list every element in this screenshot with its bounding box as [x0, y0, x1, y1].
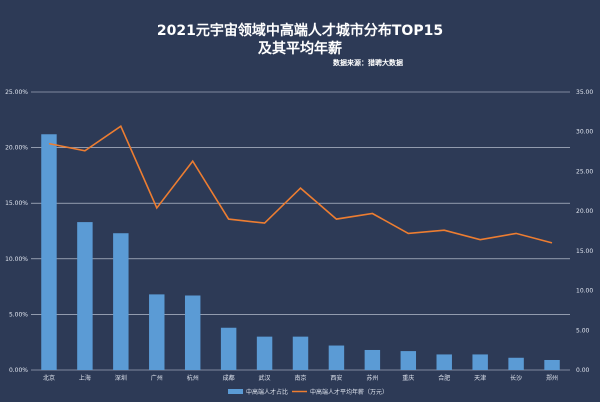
bar	[472, 354, 488, 370]
bar	[364, 349, 381, 370]
category-label: 南京	[294, 374, 306, 382]
bar	[508, 357, 524, 370]
y-left-tick-label: 5.00%	[9, 311, 28, 318]
bar	[77, 222, 93, 370]
grid-layer	[31, 91, 570, 371]
category-label: 杭州	[187, 374, 199, 382]
y-left-tick-label: 20.00%	[5, 145, 28, 152]
category-label: 苏州	[366, 374, 378, 382]
chart-subtitle: 及其平均年薪	[258, 40, 342, 57]
category-label: 天津	[474, 375, 486, 382]
y-right-tick-label: 10.00	[576, 288, 593, 295]
y-right-tick-label: 25.00	[576, 168, 593, 175]
y-right-tick-label: 35.00	[576, 89, 593, 96]
category-label: 西安	[330, 374, 342, 382]
bar	[113, 233, 129, 370]
y-left-tick-label: 0.00%	[9, 367, 28, 374]
bar	[149, 294, 165, 370]
y-left-tick-label: 15.00%	[5, 200, 28, 207]
legend-line-label: 中高端人才平均年薪（万元）	[310, 388, 388, 396]
category-label: 广州	[151, 374, 163, 382]
bar	[436, 354, 452, 370]
line-layer	[48, 124, 553, 244]
bar	[400, 351, 417, 370]
category-label: 成都	[223, 374, 235, 382]
bars-layer	[41, 134, 560, 370]
category-label: 上海	[79, 374, 91, 382]
bar	[256, 336, 273, 370]
y-right-tick-label: 5.00	[576, 327, 590, 334]
y-right-tick-label: 15.00	[576, 248, 593, 255]
legend-bar-label: 中高端人才占比	[246, 388, 288, 396]
legend-bar-swatch	[228, 389, 243, 394]
bar	[544, 359, 560, 370]
ticks-layer: 0.00% 5.00% 10.00% 15.00% 20.00% 25.00% 0.00 5.…	[5, 89, 593, 374]
bar	[184, 295, 201, 370]
y-left-tick-label: 25.00%	[5, 89, 28, 96]
category-label: 重庆	[402, 374, 414, 382]
category-label: 郑州	[546, 374, 558, 382]
chart-source: 数据来源：猎聘大数据	[333, 58, 403, 67]
chart-title: 2021元宇宙领域中高端人才城市分布TOP15	[157, 22, 443, 39]
y-right-tick-label: 30.00	[576, 129, 593, 136]
category-label: 合肥	[438, 374, 450, 382]
y-right-tick-label: 20.00	[576, 208, 593, 215]
category-label: 武汉	[259, 374, 271, 382]
salary-line	[48, 124, 553, 244]
bar	[328, 345, 345, 370]
bar	[220, 327, 237, 370]
category-label: 深圳	[115, 374, 127, 382]
category-label: 北京	[43, 374, 55, 382]
bar	[292, 336, 309, 370]
legend: 中高端人才占比 中高端人才平均年薪（万元）	[228, 388, 388, 396]
y-right-tick-label: 0.00	[576, 367, 590, 374]
y-left-tick-label: 10.00%	[5, 256, 28, 263]
categories-layer: 北京 上海 深圳 广州 杭州 成都 武汉 南京 西安 苏州 重庆 合肥 天津 长沙 郑州	[43, 374, 558, 382]
category-label: 长沙	[510, 374, 522, 382]
bar	[41, 134, 57, 370]
